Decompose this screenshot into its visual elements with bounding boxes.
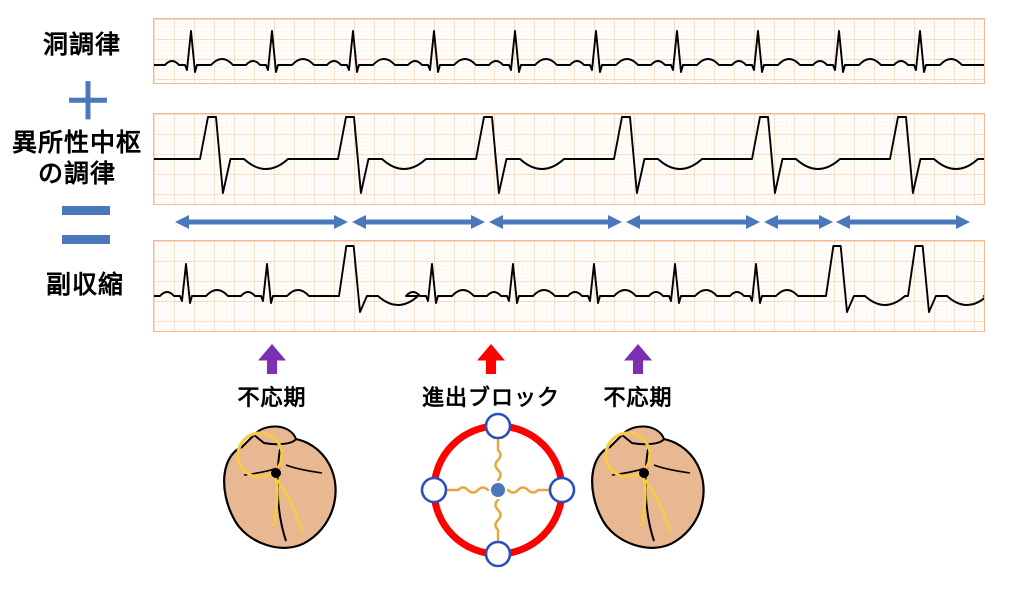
plus-symbol: ＋ <box>63 62 113 134</box>
marker-arrow <box>624 344 652 374</box>
marker-label: 不応期 <box>558 380 718 412</box>
heart-diagram <box>572 415 722 565</box>
marker-arrow <box>258 344 286 374</box>
marker-arrow <box>477 344 505 374</box>
heart-diagram <box>204 415 354 565</box>
ecg-strip <box>153 240 985 332</box>
row-label: 洞調律 <box>22 30 142 61</box>
ecg-strip <box>153 18 985 84</box>
diagram-canvas: 洞調律異所性中枢の調律副収縮＋不応期進出ブロック不応期 <box>0 0 1024 594</box>
interval-arrows <box>0 208 1024 236</box>
row-label: 副収縮 <box>30 270 140 301</box>
marker-label: 不応期 <box>192 380 352 412</box>
exit-block-diagram <box>416 408 580 572</box>
row-label: 異所性中枢の調律 <box>8 128 146 191</box>
ecg-strip <box>153 113 985 205</box>
